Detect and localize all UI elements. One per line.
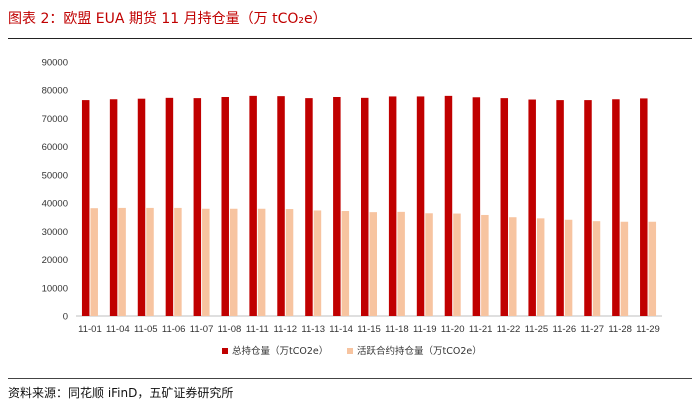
y-tick-label: 0	[63, 312, 68, 323]
bar-total	[81, 100, 90, 316]
legend-swatch-active	[347, 348, 353, 354]
x-tick-label: 11-13	[301, 324, 325, 335]
bar-total	[416, 96, 425, 316]
x-tick-label: 11-07	[190, 324, 214, 335]
bar-active	[118, 207, 126, 316]
bar-active	[564, 219, 573, 316]
bar-active	[481, 214, 489, 316]
source-note: 资料来源：同花顺 iFinD，五矿证券研究所	[8, 386, 234, 400]
bar-total	[361, 97, 369, 316]
bar-active	[285, 209, 294, 316]
x-tick-label: 11-12	[273, 324, 297, 335]
x-tick-label: 11-26	[553, 324, 577, 335]
x-tick-label: 11-18	[385, 324, 409, 335]
bar-active	[90, 208, 98, 316]
bar-active	[453, 213, 461, 316]
x-tick-label: 11-21	[469, 324, 493, 335]
x-tick-label: 11-28	[608, 324, 632, 335]
title-divider	[8, 38, 692, 39]
bar-active	[174, 207, 182, 316]
bar-active	[620, 221, 629, 316]
x-tick-label: 11-14	[329, 324, 353, 335]
y-tick-label: 30000	[42, 227, 68, 238]
bar-total	[528, 99, 536, 316]
x-tick-label: 11-11	[246, 324, 269, 335]
bar-active	[257, 208, 266, 316]
source-divider	[8, 378, 692, 379]
x-tick-label: 11-22	[497, 324, 521, 335]
bar-active	[397, 211, 405, 316]
bar-total	[109, 99, 118, 317]
y-tick-label: 60000	[42, 142, 68, 153]
bar-total	[333, 96, 341, 317]
bar-active	[509, 217, 517, 316]
bar-total	[640, 98, 648, 316]
bar-total	[137, 98, 146, 316]
bar-active	[341, 211, 350, 316]
bar-total	[500, 98, 509, 316]
y-tick-label: 90000	[42, 58, 68, 69]
y-tick-label: 20000	[42, 255, 68, 266]
x-tick-label: 11-15	[357, 324, 381, 335]
x-tick-label: 11-05	[134, 324, 158, 335]
bar-active	[592, 221, 601, 316]
x-tick-label: 11-19	[413, 324, 437, 335]
x-tick-label: 11-29	[636, 324, 660, 335]
bar-active	[146, 207, 154, 316]
y-tick-label: 80000	[42, 86, 68, 97]
bar-total	[472, 97, 481, 317]
bar-active	[202, 208, 210, 316]
chart-title: 图表 2：欧盟 EUA 期货 11 月持仓量（万 tCO₂e）	[8, 11, 327, 27]
legend-swatch-total	[222, 348, 228, 354]
x-tick-label: 11-27	[580, 324, 604, 335]
x-tick-label: 11-04	[106, 324, 130, 335]
bar-total	[556, 100, 564, 316]
bar-total	[388, 96, 397, 316]
bar-total	[221, 96, 229, 317]
bar-total	[444, 95, 453, 316]
y-tick-label: 10000	[42, 283, 68, 294]
bar-total	[584, 100, 592, 316]
y-tick-label: 50000	[42, 170, 68, 181]
bar-active	[648, 221, 657, 316]
bar-total	[612, 99, 620, 317]
x-tick-label: 11-25	[525, 324, 549, 335]
bar-active	[425, 213, 433, 316]
x-tick-label: 11-06	[162, 324, 186, 335]
bar-total	[277, 96, 285, 316]
y-tick-label: 70000	[42, 114, 68, 125]
bar-chart: 0 10000 20000 30000 40000 50000 60000 70000 8000…	[42, 58, 662, 357]
x-tick-label: 11-08	[218, 324, 242, 335]
bar-total	[193, 98, 202, 316]
legend-label-active: 活跃合约持仓量（万tCO2e）	[357, 345, 482, 357]
x-tick-label: 11-01	[78, 324, 102, 335]
bar-active	[229, 208, 238, 316]
bar-total	[249, 95, 257, 316]
bar-total	[305, 98, 313, 316]
bar-active	[369, 212, 377, 316]
bar-total	[165, 97, 174, 316]
y-tick-label: 40000	[42, 199, 68, 210]
bar-active	[313, 210, 322, 316]
x-tick-label: 11-20	[441, 324, 465, 335]
bar-active	[536, 218, 545, 316]
legend-label-total: 总持仓量（万tCO2e）	[232, 345, 328, 357]
